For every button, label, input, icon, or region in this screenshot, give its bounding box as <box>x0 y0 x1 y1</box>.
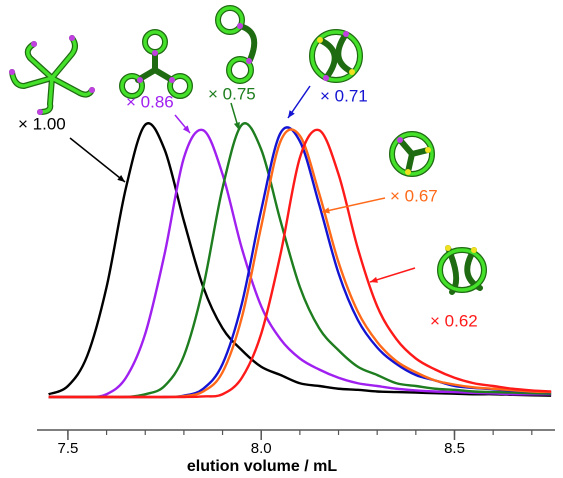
series-label: × 0.71 <box>320 86 368 105</box>
curve <box>48 128 552 399</box>
icon-tricyclic <box>119 29 193 99</box>
arrow-head <box>117 174 125 182</box>
arrow-shaft <box>369 267 416 283</box>
series-label: × 1.00 <box>18 114 66 133</box>
series-label: × 0.62 <box>430 311 478 330</box>
x-tick-label: 7.5 <box>57 440 78 457</box>
icon-star <box>9 35 95 115</box>
icon-theta <box>309 29 363 83</box>
icon-knot <box>437 245 487 295</box>
arrow-shaft <box>321 197 386 213</box>
arrow-head <box>322 207 330 214</box>
arrow-head <box>233 122 240 130</box>
arrow-head <box>370 276 378 283</box>
curve <box>48 128 552 399</box>
x-axis-label: elution volume / mL <box>187 458 337 475</box>
x-tick-label: 8.0 <box>251 440 272 457</box>
curve <box>48 122 552 397</box>
arrow-shaft <box>69 137 126 183</box>
series-label: × 0.75 <box>208 84 256 103</box>
x-tick-label: 8.5 <box>444 440 465 457</box>
curve <box>48 126 552 399</box>
series-label: × 0.67 <box>390 186 438 205</box>
arrow-head <box>288 110 295 118</box>
arrow-head <box>182 125 190 133</box>
curve <box>48 122 552 399</box>
series-label: × 0.86 <box>126 92 174 111</box>
topology-icons <box>9 5 487 295</box>
icon-dumbbell <box>215 5 258 84</box>
icon-tri-lobe <box>389 131 435 177</box>
curve <box>48 128 552 399</box>
